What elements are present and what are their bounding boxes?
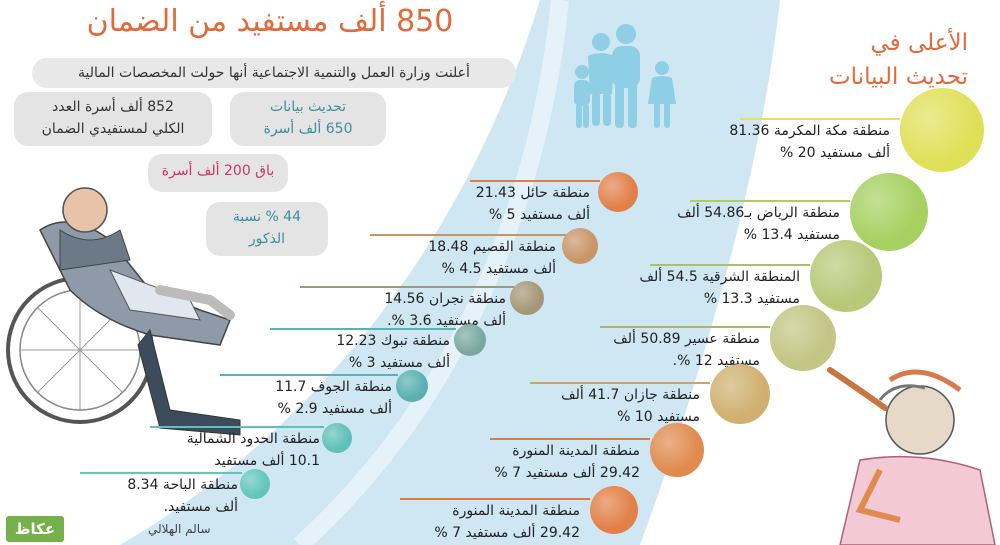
- region-label: منطقة حائل 21.43 ألف مستفيد 5 %: [476, 182, 590, 226]
- region-label: منطقة القصيم 18.48 ألف مستفيد 4.5 %: [428, 236, 556, 280]
- region-divider-line: [370, 234, 566, 236]
- stat-male-ratio: 44 % نسبة الذكور: [206, 202, 328, 256]
- family-icon: [574, 24, 676, 128]
- top-region-label: المنطقة الشرقية 54.5 ألف مستفيد 13.3 %: [639, 266, 800, 310]
- side-title-line1: الأعلى في: [870, 30, 969, 56]
- top-region-label: منطقة مكة المكرمة 81.36 ألف مستفيد 20 %: [729, 120, 890, 164]
- region-circle: [322, 423, 352, 453]
- stat-remaining: باق 200 ألف أسرة: [148, 154, 288, 192]
- top-region-label-line2: مستفيد 13.3 %: [703, 291, 800, 307]
- region-label-line1: منطقة نجران 14.56: [384, 291, 506, 307]
- region-label-line1: منطقة القصيم 18.48: [428, 239, 556, 255]
- page-title: 850 ألف مستفيد من الضمان: [86, 4, 454, 39]
- top-region-circle: [900, 88, 984, 172]
- top-region-label: منطقة عسير 50.89 ألف مستفيد 12 %.: [613, 328, 760, 372]
- newspaper-logo: عكاظ: [6, 516, 64, 542]
- region-label-line2: ألف مستفيد 3 %: [348, 355, 450, 371]
- top-region-label: منطقة المدينة المنورة 29.42 ألف مستفيد 7 …: [434, 500, 580, 544]
- region-label: منطقة الحدود الشمالية 10.1 ألف مستفيد: [187, 428, 320, 472]
- region-circle: [562, 228, 598, 264]
- region-label-line2: ألف مستفيد 2.9 %: [277, 401, 392, 417]
- elderly-man-illustration: [827, 367, 996, 545]
- top-region-label-line1: منطقة عسير 50.89 ألف: [613, 331, 760, 347]
- top-region-divider-line: [650, 264, 810, 266]
- top-region-label-line1: منطقة المدينة المنورة: [512, 443, 640, 459]
- top-region-divider-line: [400, 498, 590, 500]
- region-circle: [396, 370, 428, 402]
- top-region-label-line1: منطقة جازان 41.7 ألف: [561, 387, 700, 403]
- top-region-label-line2: ألف مستفيد 20 %: [779, 145, 890, 161]
- region-label-line2: ألف مستفيد 3.6 %.: [387, 313, 506, 329]
- top-region-circle: [710, 364, 770, 424]
- top-region-label-line1: منطقة المدينة المنورة: [452, 503, 580, 519]
- top-region-label-line1: منطقة مكة المكرمة 81.36: [729, 123, 890, 139]
- top-region-label-line2: 29.42 ألف مستفيد 7 %: [494, 465, 640, 481]
- region-divider-line: [300, 286, 514, 288]
- region-label: منطقة تبوك 12.23 ألف مستفيد 3 %: [336, 330, 450, 374]
- top-region-circle: [810, 240, 882, 312]
- top-region-divider-line: [690, 200, 850, 202]
- top-region-divider-line: [530, 382, 710, 384]
- region-circle: [598, 172, 638, 212]
- region-label-line1: منطقة الجوف 11.7: [275, 379, 392, 395]
- region-label-line1: منطقة تبوك 12.23: [336, 333, 450, 349]
- region-label-line1: منطقة الباحة 8.34: [127, 477, 238, 493]
- top-region-label: منطقة الرياض بـ54.86 ألف مستفيد 13.4 %: [677, 202, 840, 246]
- region-label-line2: 10.1 ألف مستفيد: [214, 453, 320, 469]
- stat-total-line2: الكلي لمستفيدي الضمان: [41, 121, 185, 137]
- top-region-circle: [850, 173, 928, 251]
- region-label: منطقة الجوف 11.7 ألف مستفيد 2.9 %: [275, 376, 392, 420]
- top-region-label-line2: مستفيد 13.4 %: [743, 227, 840, 243]
- top-region-label: منطقة جازان 41.7 ألف مستفيد 10 %: [561, 384, 700, 428]
- region-label-line2: ألف مستفيد 5 %: [488, 207, 590, 223]
- top-region-label-line2: 29.42 ألف مستفيد 7 %: [434, 525, 580, 541]
- top-region-divider-line: [740, 118, 900, 120]
- side-title: الأعلى في تحديث البيانات: [818, 26, 968, 94]
- stat-update-line2: 650 ألف أسرة: [263, 121, 353, 137]
- region-label-line1: منطقة حائل 21.43: [475, 185, 590, 201]
- region-divider-line: [470, 180, 600, 182]
- top-region-label: منطقة المدينة المنورة 29.42 ألف مستفيد 7 …: [494, 440, 640, 484]
- top-region-divider-line: [490, 438, 650, 440]
- side-title-line2: تحديث البيانات: [829, 64, 968, 90]
- top-region-label-line2: مستفيد 10 %: [617, 409, 700, 425]
- top-region-circle: [770, 305, 836, 371]
- region-label: منطقة نجران 14.56 ألف مستفيد 3.6 %.: [384, 288, 506, 332]
- region-label-line2: ألف مستفيد 4.5 %: [441, 261, 556, 277]
- top-region-divider-line: [600, 326, 770, 328]
- region-circle: [454, 324, 486, 356]
- region-circle: [510, 281, 544, 315]
- author-credit: سالم الهلالي: [148, 522, 211, 536]
- stat-updated: تحديث بيانات 650 ألف أسرة: [230, 92, 386, 146]
- wheelchair-man-illustration: [6, 187, 241, 436]
- stat-male-line1: 44 % نسبة: [232, 209, 302, 225]
- stat-total-line1: 852 ألف أسرة العدد: [52, 99, 174, 115]
- stat-total-families: 852 ألف أسرة العدد الكلي لمستفيدي الضمان: [14, 92, 212, 146]
- top-region-label-line2: مستفيد 12 %.: [672, 353, 760, 369]
- stat-male-line2: الذكور: [248, 231, 286, 247]
- region-divider-line: [80, 472, 242, 474]
- top-region-circle: [590, 486, 638, 534]
- region-divider-line: [270, 328, 456, 330]
- region-divider-line: [150, 426, 324, 428]
- region-divider-line: [220, 374, 398, 376]
- top-region-label-line1: المنطقة الشرقية 54.5 ألف: [639, 269, 800, 285]
- region-label-line2: ألف مستفيد.: [163, 499, 238, 515]
- region-circle: [240, 469, 270, 499]
- top-region-circle: [650, 423, 704, 477]
- region-label-line1: منطقة الحدود الشمالية: [186, 431, 320, 447]
- region-label: منطقة الباحة 8.34 ألف مستفيد.: [127, 474, 238, 518]
- top-region-label-line1: منطقة الرياض بـ54.86 ألف: [677, 205, 840, 221]
- stat-update-line1: تحديث بيانات: [269, 99, 347, 115]
- subtitle: أعلنت وزارة العمل والتنمية الاجتماعية أن…: [32, 58, 516, 88]
